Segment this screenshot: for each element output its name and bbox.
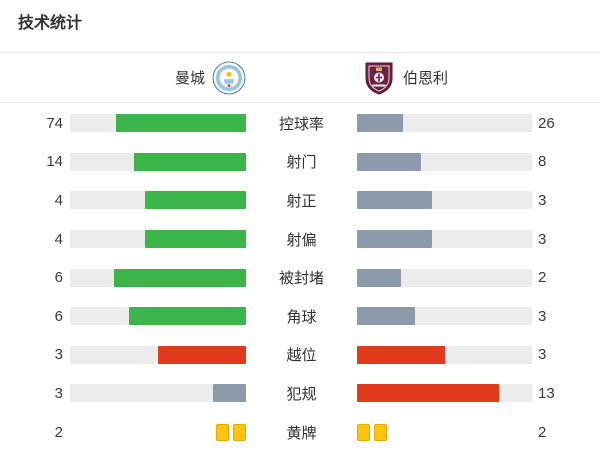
away-bar [357,114,532,133]
stat-row: 4 射正 3 [0,181,600,220]
away-value: 26 [538,114,555,132]
home-bar-fill [145,191,246,210]
stat-row: 74 控球率 26 [0,104,600,143]
team-home-name: 曼城 [174,70,205,87]
away-bar-fill [357,191,432,210]
home-value: 74 [46,114,63,132]
away-bar-fill [357,268,401,287]
team-away: 伯恩利 [362,61,448,95]
away-bar [357,345,532,364]
home-bar-fill [213,384,246,403]
home-bar-fill [145,230,246,249]
stat-row: 4 射偏 3 [0,220,600,259]
away-value: 3 [538,230,547,248]
away-bar [357,307,532,326]
team-away-name: 伯恩利 [403,70,449,87]
away-value: 3 [538,191,547,209]
away-bar-fill [357,384,500,403]
away-bar [357,384,532,403]
home-bar [70,423,246,441]
home-bar-fill [114,268,246,287]
home-value: 2 [54,423,63,441]
home-bar [70,384,246,403]
home-value: 6 [54,307,63,325]
home-value: 4 [54,191,63,209]
stat-label: 犯规 [286,385,317,403]
away-bar [357,268,532,287]
yellow-card-icon [374,423,387,441]
stat-label: 射门 [286,154,317,172]
home-bar-fill [134,152,246,171]
stat-label: 黄牌 [286,424,317,442]
stat-label: 射正 [286,192,317,210]
stat-label: 控球率 [278,115,324,133]
home-bar [70,307,246,326]
stat-row: 3 犯规 13 [0,374,600,413]
home-bar-fill [128,307,246,326]
stat-label: 射偏 [286,231,317,249]
section-title: 技术统计 [18,15,83,32]
home-bar [70,114,246,133]
away-bar-fill [357,114,403,133]
home-bar-fill [158,345,246,364]
away-value: 13 [538,384,555,402]
stat-row: 14 射门 8 [0,143,600,182]
burnley-crest-icon [362,61,396,95]
stat-row: 3 越位 3 [0,336,600,375]
away-bar-fill [357,345,445,364]
team-home: 曼城 [175,61,246,95]
home-value: 3 [54,384,63,402]
away-value: 3 [538,346,547,364]
home-bar [70,345,246,364]
away-value: 3 [538,307,547,325]
away-bar [357,191,532,210]
home-bar [70,230,246,249]
home-value: 6 [54,269,63,287]
home-bar-fill [115,114,246,133]
stat-row: 6 被封堵 2 [0,258,600,297]
away-bar [357,152,532,171]
home-bar [70,268,246,287]
away-value: 8 [538,153,547,171]
away-bar-fill [357,230,432,249]
home-value: 4 [54,230,63,248]
stat-row: 2 黄牌 2 [0,413,600,452]
teams-header: 曼城 [0,53,600,102]
yellow-card-icon [233,423,246,441]
divider-top [0,52,600,53]
home-value: 3 [54,346,63,364]
away-bar [357,230,532,249]
man-city-crest-icon [212,61,246,95]
stats-list: 74 控球率 26 14 射门 8 4 射正 3 4 [0,103,600,451]
stat-label: 被封堵 [278,270,324,288]
stat-label: 越位 [286,347,317,365]
away-value: 2 [538,269,547,287]
home-bar [70,152,246,171]
away-bar-fill [357,152,421,171]
away-bar-fill [357,307,416,326]
stat-label: 角球 [286,308,317,326]
away-value: 2 [538,423,547,441]
divider-header [0,102,600,103]
away-bar [357,423,532,441]
home-value: 14 [46,153,63,171]
yellow-card-icon [216,423,229,441]
home-bar [70,191,246,210]
yellow-card-icon [357,423,370,441]
stat-row: 6 角球 3 [0,297,600,336]
